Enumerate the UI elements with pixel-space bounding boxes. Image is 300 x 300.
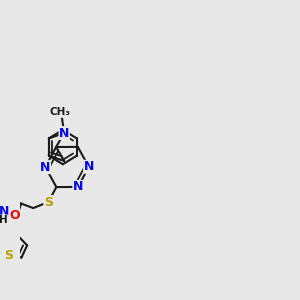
Text: O: O [9, 209, 20, 222]
Text: N: N [40, 160, 51, 174]
Text: N: N [0, 205, 9, 218]
Text: N: N [59, 127, 69, 140]
Text: S: S [4, 249, 13, 262]
Text: S: S [44, 196, 53, 208]
Text: CH₃: CH₃ [50, 107, 71, 118]
Text: N: N [73, 180, 83, 194]
Text: N: N [84, 160, 94, 173]
Text: H: H [0, 215, 8, 225]
